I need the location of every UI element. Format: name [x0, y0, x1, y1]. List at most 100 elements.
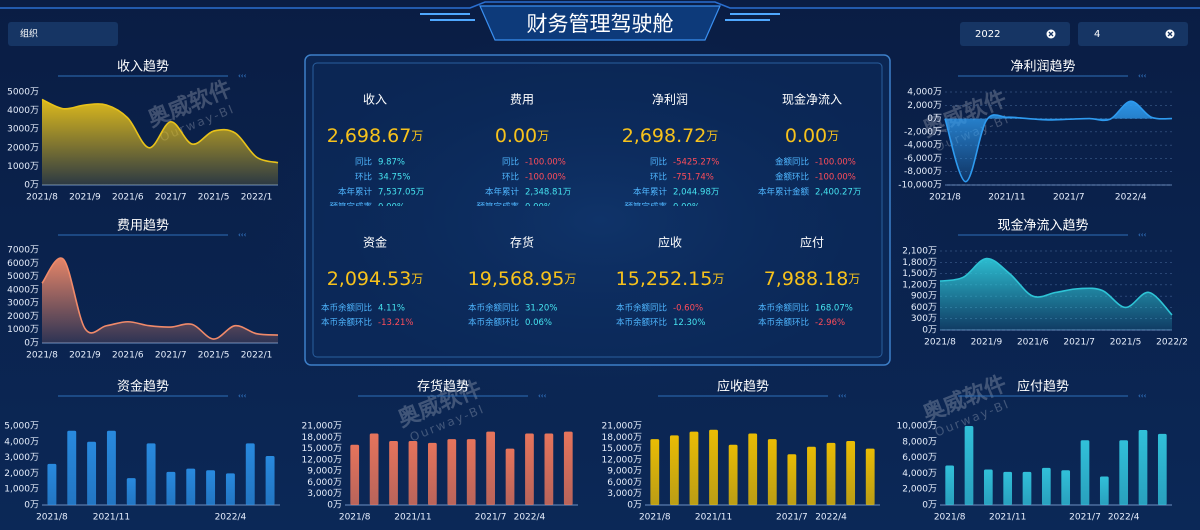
y-tick-label: 12,000万: [602, 455, 643, 465]
kpi-row-label: 本年累计: [485, 187, 520, 198]
y-tick-label: 0万: [24, 501, 39, 511]
kpi-row-label: 本币余额同比: [616, 303, 667, 314]
bar: [1003, 471, 1013, 505]
x-tick-label: 2022/4: [514, 513, 546, 523]
kpi-row-label: 环比: [502, 172, 519, 183]
bar: [983, 469, 993, 505]
kpi-row-value: -0.60%: [673, 304, 703, 314]
month-filter-value: 4: [1094, 29, 1100, 40]
bar: [787, 454, 797, 505]
kpi-row-value: 0.00%: [378, 203, 405, 213]
x-tick-label: 2021/7: [1063, 338, 1095, 348]
bar: [466, 439, 476, 505]
title-deco: ‹‹‹: [1138, 392, 1147, 400]
x-tick-label: 2021/11: [93, 513, 130, 523]
bar: [428, 442, 437, 505]
y-tick-label: 4,000万: [902, 469, 937, 479]
x-tick-label: 2021/7: [475, 513, 507, 523]
y-tick-label: -8,000万: [904, 167, 942, 177]
bar: [1041, 467, 1051, 505]
x-tick-label: 2021/11: [394, 513, 431, 523]
line: [41, 98, 279, 164]
y-tick-label: 300万: [911, 314, 937, 324]
x-tick-label: 2022/4: [215, 513, 247, 523]
org-filter[interactable]: [8, 22, 118, 46]
x-tick-label: 2021/8: [36, 513, 68, 523]
kpi-number: 0.00: [785, 125, 827, 147]
kpi-row-value: 4.11%: [378, 304, 405, 314]
kpi-value: 7,988.18万: [764, 268, 861, 290]
y-tick-label: 6,000万: [607, 478, 642, 488]
title-deco: ‹‹‹: [838, 392, 847, 400]
x-tick-label: 2021/8: [26, 193, 58, 203]
kpi-title: 应收: [658, 235, 682, 250]
kpi-row-label: 预算完成率: [329, 202, 372, 213]
kpi-row-value: -13.21%: [378, 318, 413, 328]
bar: [87, 441, 97, 505]
bar: [669, 435, 679, 505]
chart-title: 存货趋势: [417, 379, 469, 395]
kpi-title: 费用: [510, 93, 534, 107]
kpi-rows-top: 同比 9.87% 环比 34.75% 本年累计 7,537.05万预算完成率 0.00% 同比…: [329, 157, 861, 213]
x-tick-label: 2022/4: [815, 513, 847, 523]
kpi-title: 收入: [363, 93, 387, 107]
y-tick-label: 4,000万: [4, 437, 39, 447]
x-tick-label: 2021/6: [112, 351, 144, 361]
kpi-title: 应付: [800, 235, 824, 250]
kpi-row-label: 本币余额同比: [758, 303, 809, 314]
month-filter[interactable]: [1078, 22, 1188, 46]
bar: [206, 470, 216, 505]
y-tick-label: 1000万: [7, 162, 39, 172]
kpi-row-value: -100.00%: [815, 158, 856, 168]
kpi-row-value: 0.00%: [673, 203, 700, 213]
y-tick-label: 1000万: [7, 325, 39, 335]
bar: [486, 431, 495, 505]
y-tick-label: 3,000万: [307, 489, 342, 499]
y-tick-label: 9,000万: [607, 467, 642, 477]
y-tick-label: 5000万: [7, 272, 39, 282]
x-tick-label: 2021/7: [1053, 193, 1085, 203]
title-deco: ‹‹‹: [1138, 72, 1147, 80]
bar: [945, 465, 955, 505]
y-tick-label: 1,000万: [4, 485, 39, 495]
kpi-unit: 万: [537, 129, 549, 143]
kpi-value: 15,252.15万: [616, 268, 725, 290]
x-tick-label: 2021/7: [155, 193, 187, 203]
kpi-row-label: 环比: [355, 172, 372, 183]
x-tick-label: 2021/8: [26, 351, 58, 361]
y-tick-label: -6,000万: [904, 154, 942, 164]
header-deco: [420, 13, 780, 21]
chart-title: 应付趋势: [1017, 379, 1069, 395]
year-filter[interactable]: [960, 22, 1070, 46]
bar: [505, 448, 515, 505]
bar: [1099, 476, 1109, 505]
kpi-value: 0.00万: [495, 125, 549, 147]
kpi-row-label: 本年累计: [338, 187, 373, 198]
bar: [146, 443, 156, 505]
kpi-row-value: -100.00%: [815, 173, 856, 183]
bar: [826, 442, 836, 505]
kpi-row-value: 34.75%: [378, 173, 410, 183]
kpi-row-label: 本币余额环比: [468, 317, 519, 328]
bar: [225, 473, 235, 505]
kpi-unit: 万: [706, 129, 718, 143]
bar: [650, 439, 660, 505]
kpi-row-label: 同比: [355, 157, 372, 168]
title-deco: ‹‹‹: [1138, 231, 1147, 239]
bar: [525, 433, 534, 505]
y-tick-label: 5000万: [7, 88, 39, 98]
header-banner: [479, 5, 721, 41]
kpi-row-label: 本币余额同比: [321, 303, 372, 314]
y-tick-label: 3000万: [7, 299, 39, 309]
kpi-number: 2,698.67: [327, 125, 412, 147]
bar: [1119, 440, 1129, 505]
y-tick-label: 900万: [911, 292, 937, 302]
kpi-number: 0.00: [495, 125, 537, 147]
y-tick-label: 6,000万: [307, 478, 342, 488]
kpi-row-value: -5425.27%: [673, 158, 719, 168]
kpi-panel: [304, 54, 891, 366]
bar: [447, 439, 457, 505]
kpi-row-label: 本币余额同比: [468, 303, 519, 314]
